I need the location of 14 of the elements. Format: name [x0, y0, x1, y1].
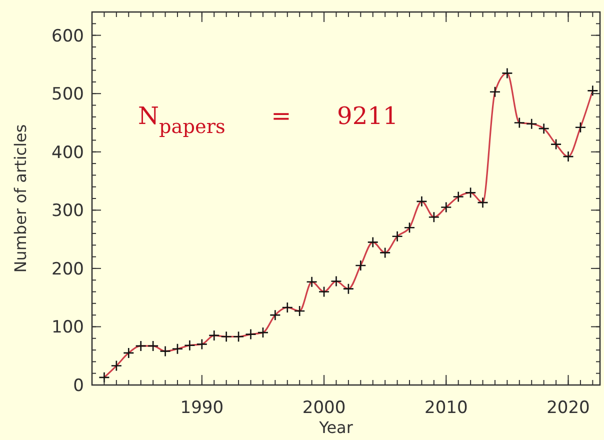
y-tick-label: 300: [52, 201, 84, 222]
y-tick-label: 200: [52, 259, 84, 280]
x-tick-label: 2020: [546, 398, 590, 418]
y-tick-label: 0: [73, 376, 84, 396]
x-axis-title: Year: [318, 418, 354, 437]
x-tick-label: 1990: [180, 398, 224, 418]
x-tick-label: 2000: [302, 398, 346, 418]
y-axis-title: Number of articles: [11, 124, 30, 273]
text: N$_{papers}$ = 9211: [138, 102, 398, 138]
y-tick-label: 400: [52, 142, 84, 163]
y-tick-label: 600: [52, 26, 84, 46]
y-tick-label: 500: [52, 84, 84, 105]
x-tick-label: 2010: [424, 398, 468, 418]
y-tick-label: 100: [52, 318, 84, 338]
